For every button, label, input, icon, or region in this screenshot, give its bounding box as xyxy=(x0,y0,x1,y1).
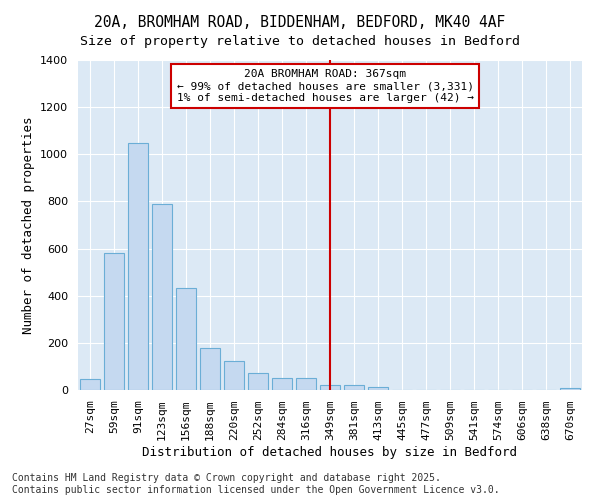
Bar xyxy=(224,360,244,390)
Bar xyxy=(296,378,316,390)
Bar xyxy=(176,288,196,390)
Y-axis label: Number of detached properties: Number of detached properties xyxy=(22,116,35,334)
Bar xyxy=(248,373,268,390)
Bar xyxy=(560,388,580,390)
Bar xyxy=(368,387,388,390)
Bar xyxy=(128,143,148,390)
Bar xyxy=(104,254,124,390)
X-axis label: Distribution of detached houses by size in Bedford: Distribution of detached houses by size … xyxy=(143,446,517,459)
Text: 20A, BROMHAM ROAD, BIDDENHAM, BEDFORD, MK40 4AF: 20A, BROMHAM ROAD, BIDDENHAM, BEDFORD, M… xyxy=(94,15,506,30)
Text: Size of property relative to detached houses in Bedford: Size of property relative to detached ho… xyxy=(80,35,520,48)
Text: Contains HM Land Registry data © Crown copyright and database right 2025.
Contai: Contains HM Land Registry data © Crown c… xyxy=(12,474,500,495)
Bar xyxy=(152,204,172,390)
Bar xyxy=(200,348,220,390)
Bar xyxy=(80,379,100,390)
Text: 20A BROMHAM ROAD: 367sqm
← 99% of detached houses are smaller (3,331)
1% of semi: 20A BROMHAM ROAD: 367sqm ← 99% of detach… xyxy=(177,70,474,102)
Bar xyxy=(272,378,292,390)
Bar xyxy=(320,386,340,390)
Bar xyxy=(344,386,364,390)
